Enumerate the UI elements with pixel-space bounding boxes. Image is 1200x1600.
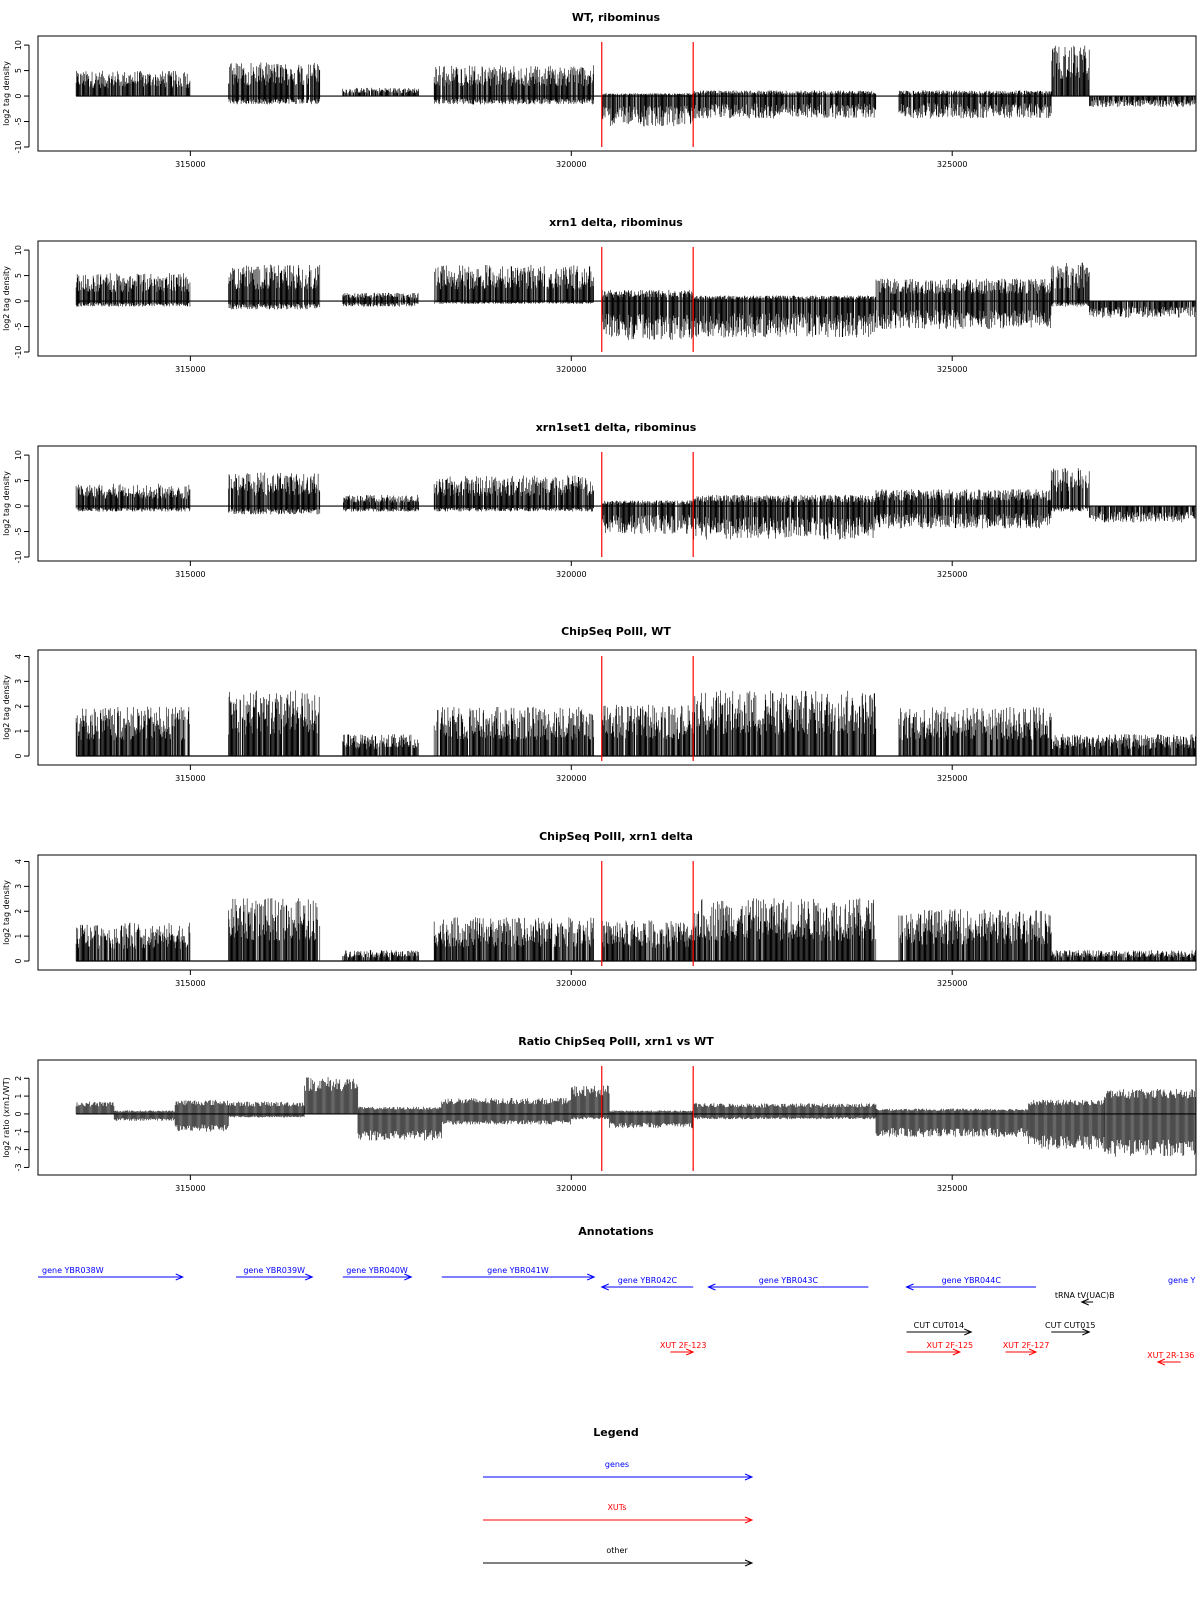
x-tick-label: 320000 bbox=[556, 160, 587, 169]
panel-title: WT, ribominus bbox=[572, 11, 661, 24]
y-tick-label: 10 bbox=[14, 40, 23, 50]
data-segment-5 bbox=[601, 93, 694, 127]
data-segment-8 bbox=[1051, 45, 1090, 97]
data-segment-2 bbox=[228, 264, 321, 310]
bar-series bbox=[75, 262, 1196, 340]
data-segment-2 bbox=[228, 62, 321, 105]
data-segment-5 bbox=[601, 289, 694, 340]
panel-title: xrn1 delta, ribominus bbox=[549, 216, 683, 229]
data-segment-3 bbox=[342, 292, 419, 307]
x-tick-label: 315000 bbox=[175, 160, 206, 169]
track-panels: WT, ribominus 315000 320000 325000 -10 -5 0 5 10… bbox=[2, 11, 1197, 1193]
plot-frame bbox=[37, 240, 1197, 357]
data-segment-9 bbox=[1089, 96, 1196, 108]
y-tick-label: 0 bbox=[14, 94, 23, 99]
bar-series bbox=[75, 45, 1196, 127]
data-segment-3 bbox=[342, 87, 419, 97]
y-axis-label: log2 tag density bbox=[2, 61, 11, 126]
y-tick-label: -5 bbox=[14, 118, 23, 126]
plot-frame bbox=[37, 35, 1197, 152]
data-segment-6 bbox=[692, 90, 877, 119]
track-panel-1: WT, ribominus 315000 320000 325000 -10 -5 0 5 10… bbox=[2, 11, 1197, 169]
data-segment-6 bbox=[692, 295, 877, 338]
data-segment-4 bbox=[433, 65, 594, 105]
y-tick-label: 5 bbox=[14, 68, 23, 73]
y-tick-label: -10 bbox=[14, 140, 23, 153]
data-segment-4 bbox=[434, 264, 594, 304]
x-tick-label: 325000 bbox=[937, 160, 968, 169]
data-segment-1 bbox=[75, 70, 191, 97]
data-segment-1 bbox=[75, 273, 191, 307]
data-segment-7 bbox=[898, 90, 1052, 119]
